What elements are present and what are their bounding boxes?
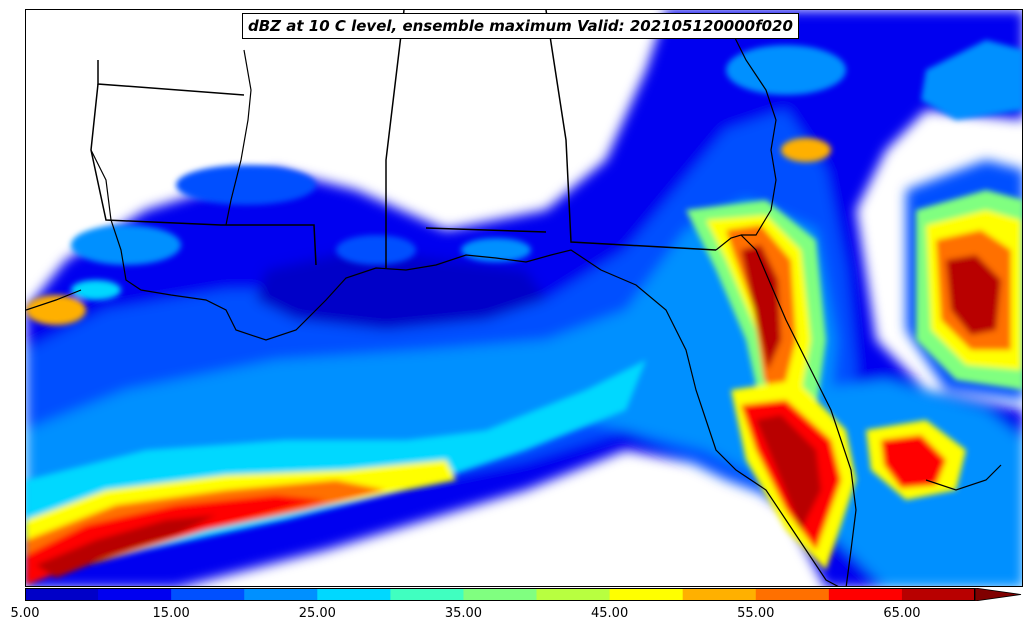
colorbar-extend-arrow (974, 588, 1022, 601)
colorbar-segment (317, 588, 391, 601)
colorbar-tick-label: 15.00 (152, 606, 190, 621)
colorbar (25, 588, 1022, 601)
colorbar-segment (390, 588, 464, 601)
state-borders (90, 10, 717, 268)
map-title: dBZ at 10 C level, ensemble maximum Vali… (242, 13, 799, 39)
colorbar-outline (25, 588, 975, 601)
colorbar-segment (171, 588, 245, 601)
reflectivity-convection-atlantic (866, 40, 1022, 500)
colorbar-tick-label: 45.00 (591, 606, 629, 621)
colorbar-segment (901, 588, 976, 601)
colorbar-tick-label: 25.00 (298, 606, 336, 621)
reflectivity-scattered-north (26, 45, 846, 325)
colorbar-segment (25, 588, 99, 601)
colorbar-segment (244, 588, 318, 601)
colorbar-segment (682, 588, 757, 601)
colorbar-segment (463, 588, 538, 601)
colorbar-segment (828, 588, 903, 601)
reflectivity-map-svg (26, 10, 1022, 586)
colorbar-segment (755, 588, 830, 601)
colorbar-tick-label: 5.00 (10, 606, 40, 621)
reflectivity-convective-band-southwest (26, 360, 646, 585)
colorbar-tick-label: 65.00 (883, 606, 921, 621)
colorbar-tick-label: 55.00 (737, 606, 775, 621)
colorbar-segment (98, 588, 172, 601)
colorbar-segment (609, 588, 684, 601)
reflectivity-convection-florida (686, 200, 856, 570)
colorbar-segment (536, 588, 611, 601)
coastline (26, 19, 1002, 586)
radar-map (25, 9, 1023, 587)
colorbar-tick-label: 35.00 (444, 606, 483, 621)
